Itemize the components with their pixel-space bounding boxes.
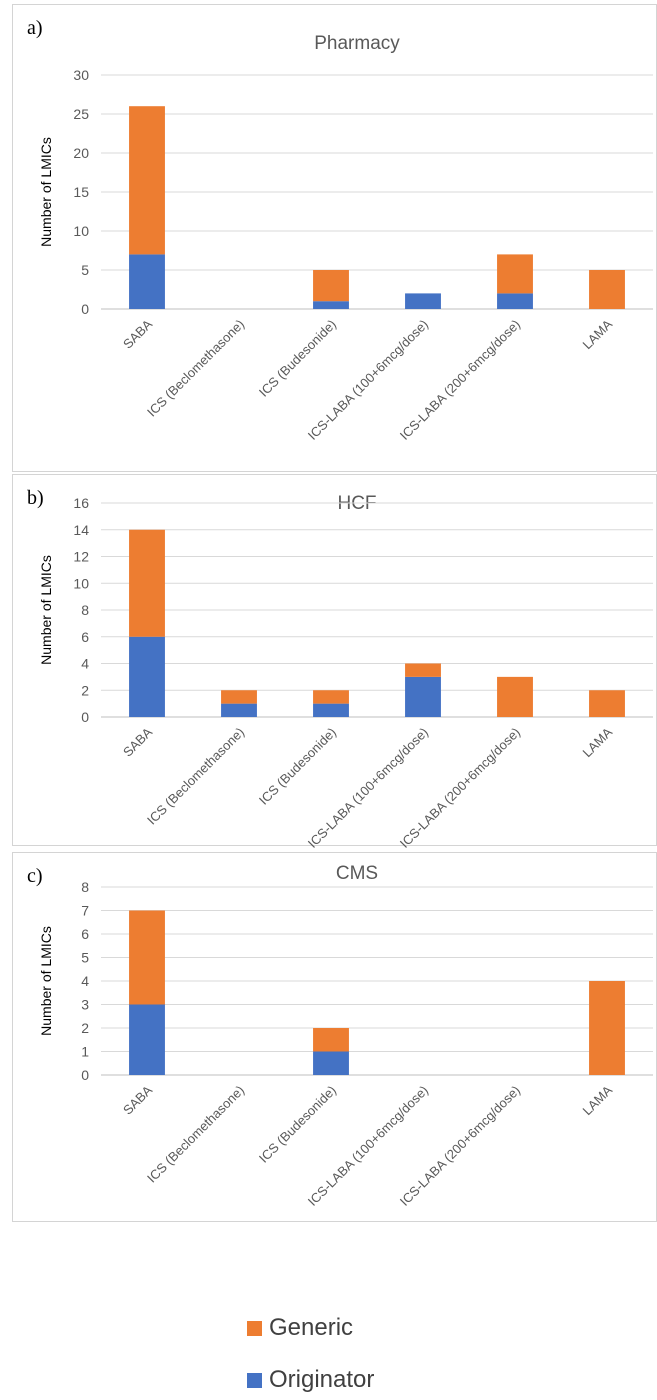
chart-panel-hcf: b) HCF 0 2 4 6 8 10 12 14 16 Number of LMICs SABA IC… <box>12 474 657 851</box>
bar-generic <box>497 254 533 294</box>
panel-label: a) <box>27 17 43 39</box>
x-category-label: ICS (Beclomethasone) <box>144 725 247 828</box>
y-tick-label: 14 <box>73 522 89 538</box>
y-tick-label: 0 <box>81 301 89 317</box>
y-tick-label: 0 <box>81 1067 89 1083</box>
y-tick-label: 6 <box>81 629 89 645</box>
bar-originator <box>129 254 165 309</box>
x-category-label: ICS (Budesonide) <box>256 1083 339 1166</box>
legend-label-generic: Generic <box>269 1314 354 1341</box>
bar-generic <box>221 690 257 704</box>
y-tick-label: 20 <box>73 145 89 161</box>
y-tick-label: 12 <box>73 549 89 565</box>
bar-generic <box>313 270 349 302</box>
bar-originator <box>221 703 257 717</box>
y-axis-label: Number of LMICs <box>38 555 54 665</box>
chart-panel-pharmacy: a) Pharmacy 0 5 10 15 20 25 30 Number of LMICs SA… <box>12 4 657 472</box>
y-tick-label: 30 <box>73 67 89 83</box>
y-tick-label: 8 <box>81 879 89 895</box>
bar-generic <box>129 910 165 1005</box>
bar-originator <box>405 676 441 717</box>
x-category-label: LAMA <box>579 724 615 760</box>
y-tick-label: 7 <box>81 903 89 919</box>
y-tick-label: 4 <box>81 973 89 989</box>
y-tick-label: 1 <box>81 1044 89 1060</box>
bar-generic <box>589 981 625 1075</box>
legend-swatch-originator <box>247 1372 262 1388</box>
legend-swatch-generic <box>247 1320 262 1336</box>
y-tick-label: 16 <box>73 495 89 511</box>
bar-generic <box>589 270 625 309</box>
chart-title: Pharmacy <box>314 33 400 54</box>
bar-generic <box>313 1028 349 1052</box>
bar-originator <box>497 293 533 309</box>
chart-title: CMS <box>336 863 378 884</box>
bar-generic <box>405 663 441 677</box>
x-category-label: ICS (Budesonide) <box>256 317 339 400</box>
panel-label: c) <box>27 865 43 887</box>
bar-generic <box>313 690 349 704</box>
bar-originator <box>405 293 441 309</box>
y-tick-label: 2 <box>81 682 89 698</box>
x-category-label: LAMA <box>579 1082 615 1118</box>
bar-generic <box>129 529 165 637</box>
y-tick-label: 5 <box>81 262 89 278</box>
legend-item-generic: Generic <box>247 1314 353 1342</box>
x-category-label: ICS (Budesonide) <box>256 725 339 808</box>
y-tick-label: 25 <box>73 106 89 122</box>
bar-generic <box>497 676 533 717</box>
legend-label-originator: Originator <box>269 1366 375 1393</box>
bar-originator <box>129 1004 165 1075</box>
y-axis-label: Number of LMICs <box>38 137 54 247</box>
x-category-label: SABA <box>120 316 155 351</box>
y-tick-label: 3 <box>81 997 89 1013</box>
y-tick-label: 2 <box>81 1020 89 1036</box>
legend: Generic Originator <box>0 1296 657 1396</box>
panel-label: b) <box>27 487 44 509</box>
y-tick-label: 5 <box>81 950 89 966</box>
x-category-label: SABA <box>120 724 155 759</box>
bar-generic <box>589 690 625 717</box>
x-category-label: LAMA <box>579 316 615 352</box>
y-axis-label: Number of LMICs <box>38 926 54 1036</box>
bar-originator <box>129 636 165 717</box>
y-tick-label: 6 <box>81 926 89 942</box>
y-tick-label: 15 <box>73 184 89 200</box>
y-tick-label: 4 <box>81 656 89 672</box>
bar-originator <box>313 703 349 717</box>
legend-item-originator: Originator <box>247 1366 374 1394</box>
y-tick-label: 10 <box>73 223 89 239</box>
x-category-label: ICS (Beclomethasone) <box>144 1083 247 1186</box>
y-tick-label: 0 <box>81 709 89 725</box>
bar-originator <box>313 301 349 309</box>
chart-panel-cms: c) CMS 0 1 2 3 4 5 6 7 8 Number of LMICs SABA ICS (B… <box>12 852 657 1222</box>
bar-generic <box>129 106 165 255</box>
bar-originator <box>313 1051 349 1075</box>
y-tick-label: 8 <box>81 602 89 618</box>
x-category-label: ICS (Beclomethasone) <box>144 317 247 420</box>
y-tick-label: 10 <box>73 575 89 591</box>
x-category-label: SABA <box>120 1082 155 1117</box>
